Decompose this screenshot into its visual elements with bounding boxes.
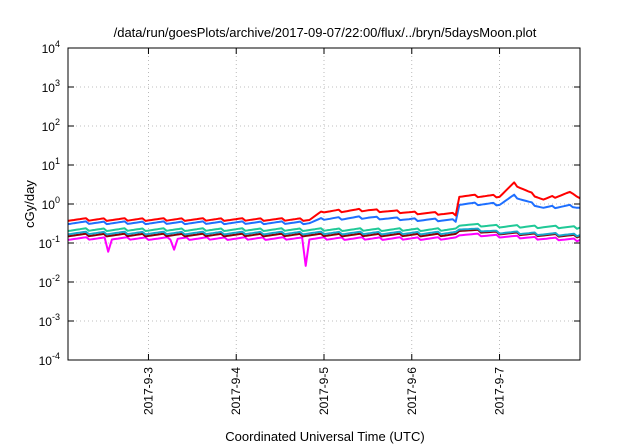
y-tick-label: 10-3 xyxy=(39,312,60,329)
series-group xyxy=(67,181,581,267)
series-line xyxy=(67,227,581,238)
y-tick-label: 101 xyxy=(42,156,60,173)
y-tick-label: 102 xyxy=(42,117,60,134)
x-tick-label: 2017-9-5 xyxy=(317,367,331,415)
y-tick-label: 100 xyxy=(42,195,60,212)
y-axis-label: cGy/day xyxy=(22,180,37,228)
series-line xyxy=(67,181,581,222)
series-line xyxy=(67,193,581,226)
grid xyxy=(68,48,580,360)
series-line xyxy=(67,232,581,267)
chart-title: /data/run/goesPlots/archive/2017-09-07/2… xyxy=(114,25,537,40)
x-tick-label: 2017-9-6 xyxy=(405,367,419,415)
x-axis-label: Coordinated Universal Time (UTC) xyxy=(225,429,424,444)
y-tick-label: 103 xyxy=(42,78,60,95)
x-tick-label: 2017-9-7 xyxy=(493,367,507,415)
x-tick-label: 2017-9-3 xyxy=(141,367,155,415)
x-tick-label: 2017-9-4 xyxy=(229,367,243,415)
series-line xyxy=(67,222,581,232)
y-tick-label: 10-2 xyxy=(39,273,60,290)
y-tick-label: 10-1 xyxy=(39,234,60,251)
y-tick-label: 104 xyxy=(42,39,60,56)
x-axis: 2017-9-3 2017-9-4 2017-9-5 2017-9-6 2017-9-7 xyxy=(141,48,507,415)
y-axis: 10-4 10-3 10-2 10-1 100 101 102 103 104 xyxy=(39,39,580,368)
y-tick-label: 10-4 xyxy=(39,351,60,368)
